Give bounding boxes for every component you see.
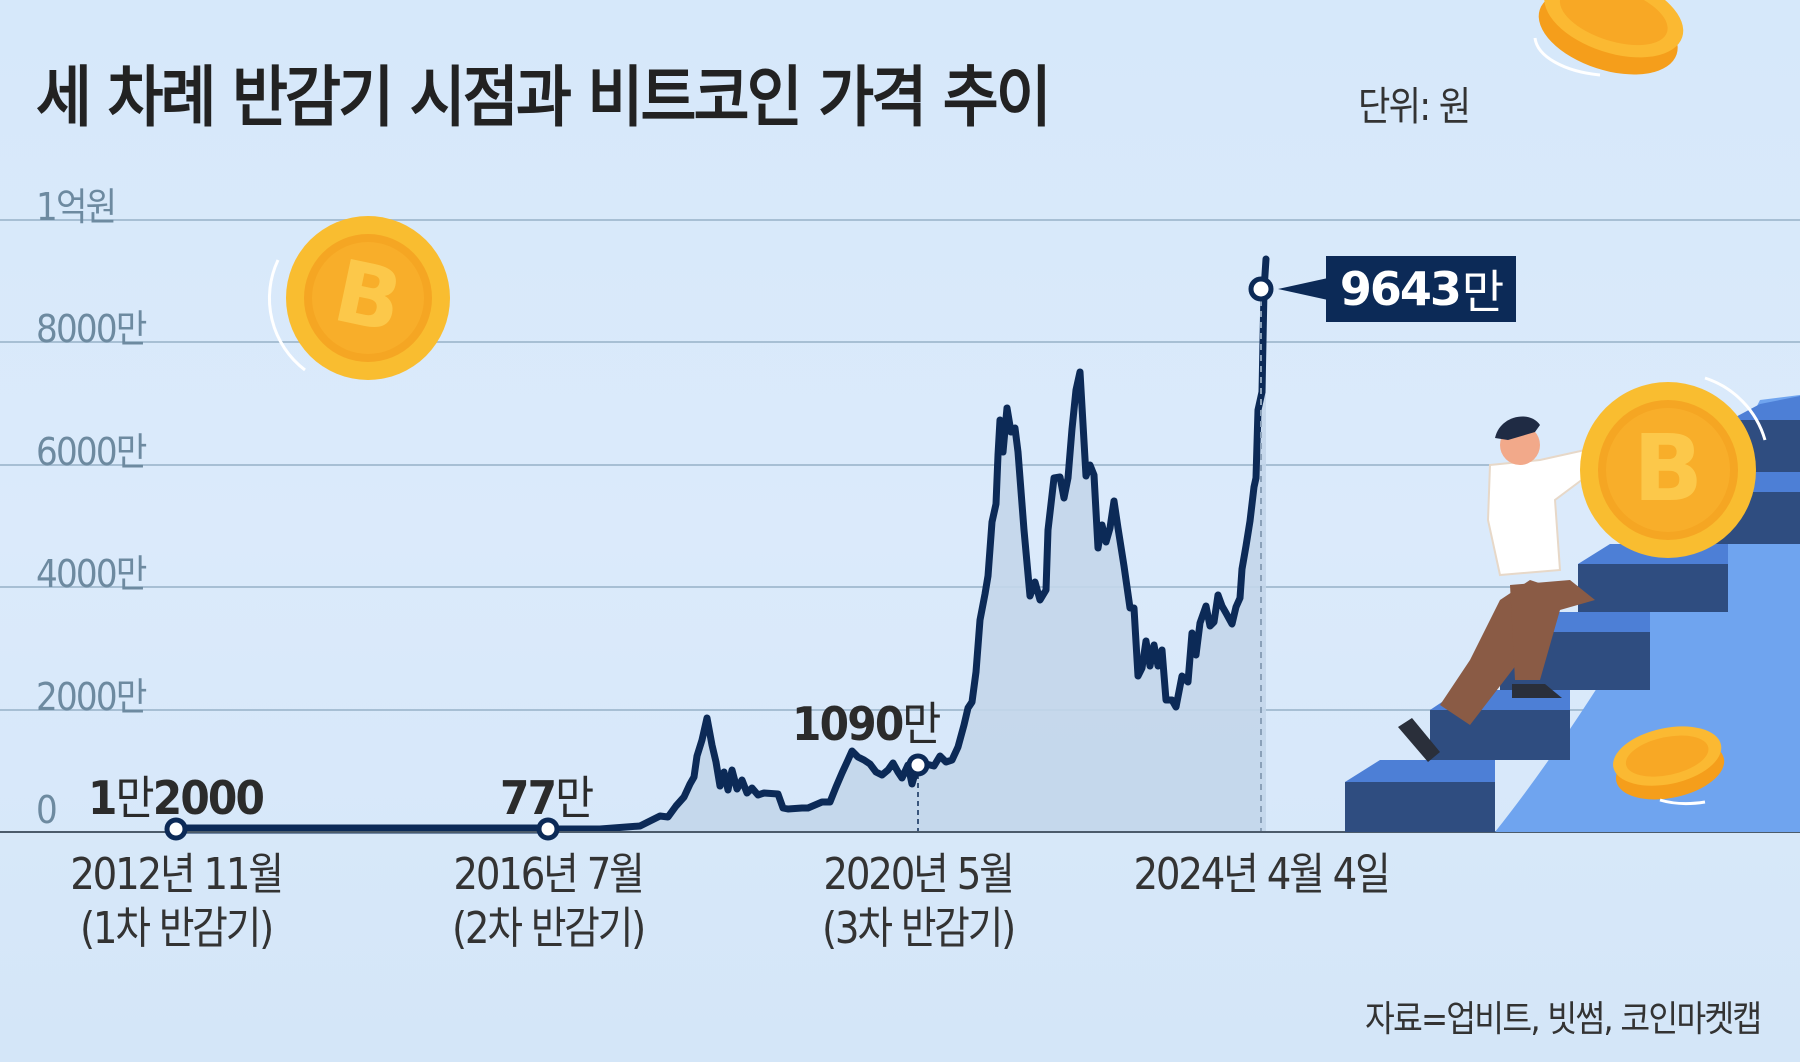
falling-coin-icon bbox=[1538, 0, 1684, 75]
halving-markers bbox=[164, 276, 1274, 841]
y-tick-40m: 4000만 bbox=[36, 552, 147, 596]
svg-text:B: B bbox=[1633, 415, 1703, 522]
annotation-2024-callout: 9643 만 bbox=[1326, 256, 1516, 322]
annotation-2020: 1090만 bbox=[792, 697, 941, 751]
x-label-2024: 2024년 4월 4일 bbox=[1133, 849, 1390, 900]
person-illustration bbox=[1398, 416, 1597, 762]
marker-2016 bbox=[536, 817, 560, 841]
price-line bbox=[544, 255, 1270, 833]
marker-2020 bbox=[906, 753, 930, 777]
source-note: 자료=업비트, 빗썸, 코인마켓캡 bbox=[1364, 999, 1762, 1040]
x-label-2012: 2012년 11월 (1차 반감기) bbox=[70, 849, 284, 954]
y-tick-80m: 8000만 bbox=[36, 307, 147, 351]
y-tick-100m: 1억원 bbox=[36, 185, 117, 229]
x-label-2016: 2016년 7월 (2차 반감기) bbox=[451, 849, 646, 954]
y-tick-60m: 6000만 bbox=[36, 430, 147, 474]
big-bitcoin-coin-icon: B bbox=[1580, 376, 1767, 558]
price-area bbox=[548, 256, 1266, 832]
marker-2024 bbox=[1248, 276, 1274, 302]
bitcoin-coin-icon: B bbox=[267, 216, 450, 380]
marker-2012 bbox=[164, 817, 188, 841]
chart-title: 세 차례 반감기 시점과 비트코인 가격 추이 bbox=[36, 59, 1052, 136]
small-coin-icon bbox=[1613, 726, 1725, 800]
x-label-2020: 2020년 5월 (3차 반감기) bbox=[821, 849, 1016, 954]
annotation-2012: 1만2000 bbox=[88, 771, 265, 825]
callout-pointer bbox=[1278, 278, 1328, 300]
annotation-2016: 77만 bbox=[500, 771, 594, 825]
y-tick-20m: 2000만 bbox=[36, 675, 147, 719]
unit-label: 단위: 원 bbox=[1358, 84, 1471, 130]
y-tick-0: 0 bbox=[36, 788, 58, 832]
